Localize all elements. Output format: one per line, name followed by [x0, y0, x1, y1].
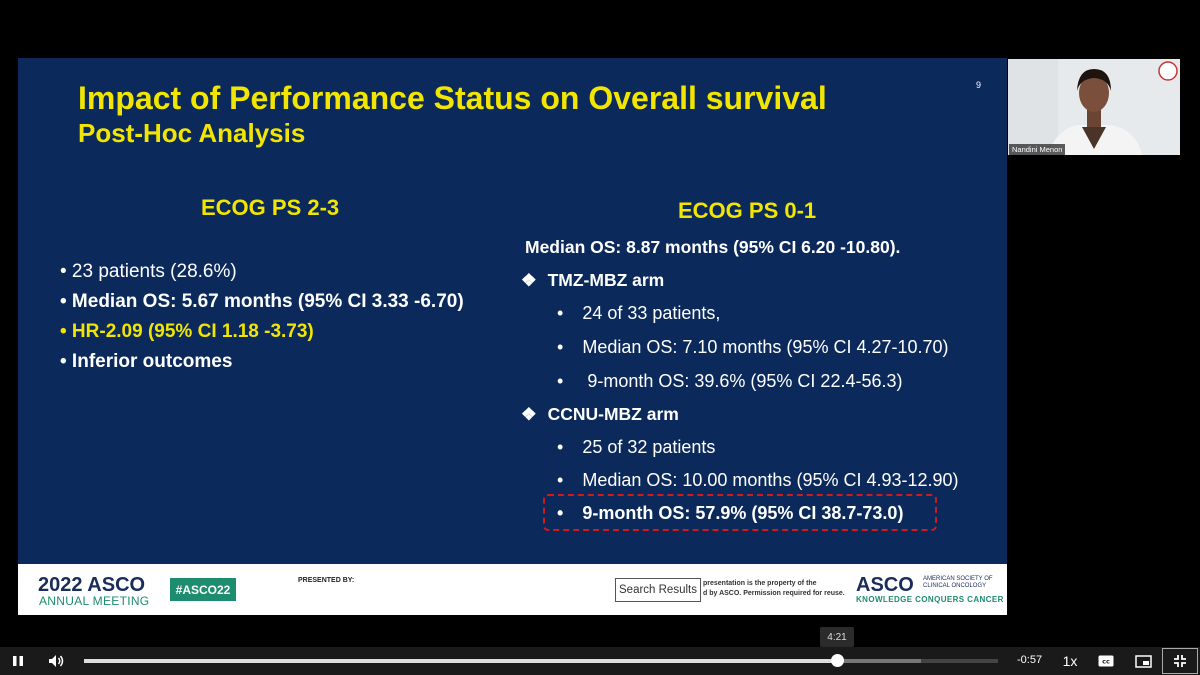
seek-time-tooltip: 4:21	[820, 627, 854, 647]
hashtag-badge: #ASCO22	[170, 578, 236, 601]
slide-title: Impact of Performance Status on Overall …	[78, 80, 827, 116]
arm-heading: ❖ TMZ-MBZ arm	[521, 270, 665, 290]
highlight-callout-box	[543, 494, 937, 531]
slide-footer: 2022 ASCO ANNUAL MEETING #ASCO22 PRESENT…	[18, 564, 1007, 615]
picture-in-picture-button[interactable]	[1131, 650, 1155, 672]
pause-icon	[13, 656, 23, 666]
arm-item: • 9-month OS: 39.6% (95% CI 22.4-56.3)	[557, 371, 903, 391]
presentation-slide: Impact of Performance Status on Overall …	[18, 58, 1007, 564]
arm-item: • Median OS: 7.10 months (95% CI 4.27-10…	[557, 337, 949, 357]
diamond-bullet-icon: ❖	[521, 270, 537, 290]
search-results-tooltip[interactable]: Search Results	[615, 578, 701, 602]
captions-button[interactable]: cc	[1094, 650, 1118, 672]
picture-in-picture-icon	[1134, 654, 1152, 668]
right-column-heading: ECOG PS 0-1	[678, 198, 817, 223]
asco-logo: ASCO	[856, 574, 914, 596]
left-bullet: • HR-2.09 (95% CI 1.18 -3.73)	[60, 321, 314, 342]
left-bullet: • Median OS: 5.67 months (95% CI 3.33 -6…	[60, 291, 464, 312]
copyright-note: d by ASCO. Permission required for reuse…	[703, 590, 845, 597]
bullet-icon: •	[557, 437, 564, 457]
arm-item: • 25 of 32 patients	[557, 437, 716, 457]
arm-heading: ❖ CCNU-MBZ arm	[521, 404, 679, 424]
asco-tagline: KNOWLEDGE CONQUERS CANCER	[856, 595, 1004, 604]
bullet-icon: •	[557, 303, 564, 323]
remaining-time: -0:57	[1017, 654, 1043, 666]
arm-item: • 24 of 33 patients,	[557, 303, 721, 323]
arm-item: • Median OS: 10.00 months (95% CI 4.93-1…	[557, 470, 959, 490]
diamond-bullet-icon: ❖	[521, 404, 537, 424]
copyright-note: presentation is the property of the	[703, 580, 817, 587]
bullet-icon: •	[557, 470, 564, 490]
left-bullet: • 23 patients (28.6%)	[60, 261, 237, 282]
speaker-webcam: Nandini Menon	[1008, 59, 1180, 155]
right-median-os: Median OS: 8.87 months (95% CI 6.20 -10.…	[525, 237, 901, 257]
played-progress	[84, 659, 838, 663]
volume-icon	[49, 655, 64, 667]
presented-by-label: PRESENTED BY:	[298, 577, 355, 584]
asco-society-name: AMERICAN SOCIETY OF CLINICAL ONCOLOGY	[923, 576, 993, 589]
bullet-icon: •	[557, 337, 564, 357]
pause-button[interactable]	[6, 650, 30, 672]
asco-meeting-subtitle: ANNUAL MEETING	[39, 594, 150, 608]
exit-fullscreen-button[interactable]	[1162, 648, 1198, 674]
volume-button[interactable]	[44, 650, 68, 672]
left-column-heading: ECOG PS 2-3	[201, 195, 340, 220]
slide-subtitle: Post-Hoc Analysis	[78, 118, 306, 148]
bullet-icon: •	[557, 371, 564, 391]
playback-speed-button[interactable]: 1x	[1062, 653, 1078, 669]
speaker-name-label: Nandini Menon	[1009, 144, 1066, 155]
asco-meeting-logo: 2022 ASCO	[38, 574, 146, 596]
seek-bar[interactable]	[84, 654, 998, 667]
exit-fullscreen-icon	[1174, 655, 1186, 667]
bullet-icon: •	[557, 503, 564, 523]
video-player-controls: -0:57 1x cc	[0, 647, 1200, 675]
seek-handle[interactable]	[830, 654, 844, 667]
svg-text:cc: cc	[1102, 658, 1110, 666]
slide-number: 9	[976, 80, 982, 90]
speaker-video-frame	[1008, 59, 1180, 155]
left-bullet: • Inferior outcomes	[60, 351, 233, 372]
captions-icon: cc	[1098, 655, 1114, 667]
arm-item-highlighted: • 9-month OS: 57.9% (95% CI 38.7-73.0)	[557, 503, 904, 523]
